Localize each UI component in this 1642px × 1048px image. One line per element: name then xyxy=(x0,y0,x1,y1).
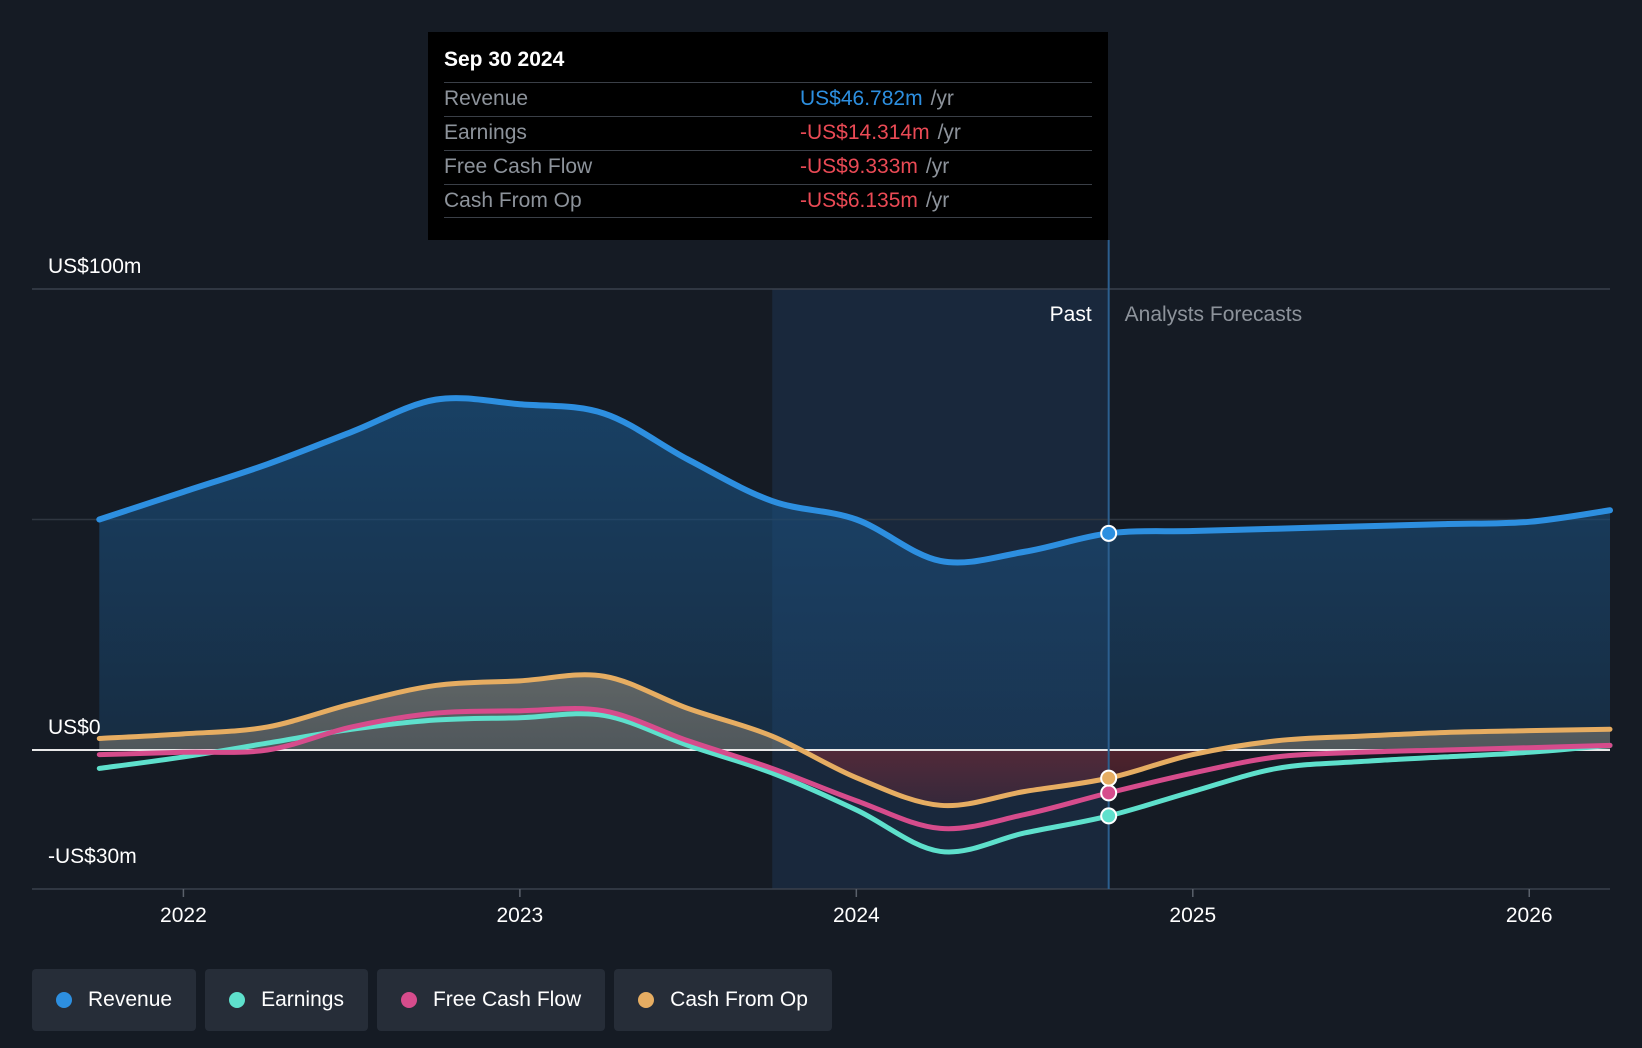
tooltip-unit: /yr xyxy=(937,121,961,144)
forecast-label: Analysts Forecasts xyxy=(1125,303,1302,326)
legend-item-cash-from-op[interactable]: Cash From Op xyxy=(614,969,832,1031)
y-label-bottom: -US$30m xyxy=(48,845,137,868)
legend-item-revenue[interactable]: Revenue xyxy=(32,969,197,1031)
tooltip-row-cash-from-op: Cash From Op -US$6.135m /yr xyxy=(444,184,1092,218)
earnings-marker xyxy=(1100,807,1118,825)
tooltip: Sep 30 2024 Revenue US$46.782m /yr Earni… xyxy=(428,32,1108,240)
legend-label: Free Cash Flow xyxy=(432,988,582,1011)
x-tick-label: 2023 xyxy=(497,904,544,927)
legend-item-free-cash-flow[interactable]: Free Cash Flow xyxy=(376,969,606,1031)
tooltip-date: Sep 30 2024 xyxy=(444,48,565,71)
tooltip-value: US$46.782m xyxy=(800,87,923,110)
revenue-marker xyxy=(1100,524,1118,542)
y-label-zero: US$0 xyxy=(48,716,101,739)
tooltip-label: Cash From Op xyxy=(444,189,582,212)
tooltip-value: -US$14.314m xyxy=(800,121,930,144)
legend: Revenue Earnings Free Cash Flow Cash Fro… xyxy=(32,969,832,1031)
revenue-line xyxy=(96,395,1613,566)
tooltip-label: Earnings xyxy=(444,121,527,144)
cash-from-op-area-negative xyxy=(99,750,1610,806)
legend-dot-icon xyxy=(56,992,72,1008)
free-cash-flow-marker xyxy=(1100,784,1118,802)
legend-dot-icon xyxy=(400,992,417,1008)
legend-label: Cash From Op xyxy=(670,988,808,1011)
x-tick-label: 2024 xyxy=(833,904,880,927)
legend-label: Revenue xyxy=(88,988,173,1011)
tooltip-label: Free Cash Flow xyxy=(444,155,593,178)
x-tick-label: 2022 xyxy=(160,904,207,927)
tooltip-label: Revenue xyxy=(444,87,529,110)
free-cash-flow-line xyxy=(96,706,1613,832)
x-tick-label: 2026 xyxy=(1506,904,1553,927)
legend-label: Earnings xyxy=(261,988,344,1011)
y-label-top: US$100m xyxy=(48,255,141,278)
legend-item-earnings[interactable]: Earnings xyxy=(205,969,368,1031)
tooltip-value: -US$9.333m xyxy=(800,155,918,178)
tooltip-row-free-cash-flow: Free Cash Flow -US$9.333m /yr xyxy=(444,150,1092,184)
cash-from-op-line xyxy=(96,672,1613,809)
legend-dot-icon xyxy=(638,992,655,1008)
tooltip-row-revenue: Revenue US$46.782m /yr xyxy=(444,82,1092,116)
past-label: Past xyxy=(1050,303,1092,326)
x-tick-label: 2025 xyxy=(1169,904,1216,927)
tooltip-unit: /yr xyxy=(925,155,950,178)
cash-from-op-area-positive xyxy=(99,674,1610,750)
revenue-area xyxy=(99,398,1610,750)
legend-dot-icon xyxy=(229,992,246,1008)
tooltip-unit: /yr xyxy=(925,189,950,212)
cash-from-op-marker xyxy=(1100,769,1118,787)
tooltip-value: -US$6.135m xyxy=(800,189,918,212)
tooltip-row-earnings: Earnings -US$14.314m /yr xyxy=(444,116,1092,150)
tooltip-unit: /yr xyxy=(930,87,954,110)
